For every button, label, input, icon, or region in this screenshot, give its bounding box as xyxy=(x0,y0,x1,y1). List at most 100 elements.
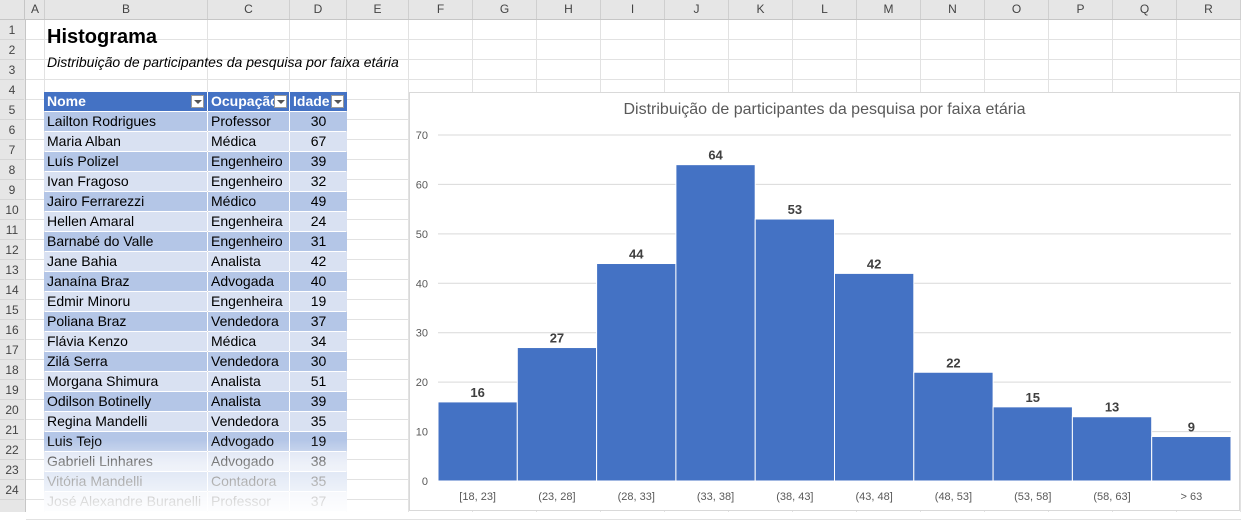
row-header-14[interactable]: 14 xyxy=(0,280,24,300)
header-ocupacao[interactable]: Ocupação xyxy=(207,92,289,111)
cell-idade[interactable]: 30 xyxy=(289,112,347,131)
table-row[interactable]: Lailton Rodrigues Professor 30 xyxy=(44,112,347,132)
table-row[interactable]: Jairo Ferrarezzi Médico 49 xyxy=(44,192,347,212)
cell-idade[interactable]: 30 xyxy=(289,352,347,371)
cell-nome[interactable]: Zilá Serra xyxy=(44,352,207,371)
row-header-24[interactable]: 24 xyxy=(0,480,24,500)
cell-idade[interactable]: 37 xyxy=(289,312,347,331)
cell-nome[interactable]: Janaína Braz xyxy=(44,272,207,291)
row-header-19[interactable]: 19 xyxy=(0,380,24,400)
row-header-4[interactable]: 4 xyxy=(0,80,24,100)
table-row[interactable]: Zilá Serra Vendedora 30 xyxy=(44,352,347,372)
table-row[interactable]: Barnabé do Valle Engenheiro 31 xyxy=(44,232,347,252)
table-row[interactable]: Luís Polizel Engenheiro 39 xyxy=(44,152,347,172)
cell-idade[interactable]: 40 xyxy=(289,272,347,291)
cell-ocupacao[interactable]: Engenheiro xyxy=(207,232,289,251)
row-header-10[interactable]: 10 xyxy=(0,200,24,220)
cell-idade[interactable]: 31 xyxy=(289,232,347,251)
column-header-h[interactable]: H xyxy=(537,0,601,19)
row-header-1[interactable]: 1 xyxy=(0,20,24,40)
cell-ocupacao[interactable]: Vendedora xyxy=(207,412,289,431)
cell-nome[interactable]: Flávia Kenzo xyxy=(44,332,207,351)
cell-ocupacao[interactable]: Vendedora xyxy=(207,312,289,331)
row-header-13[interactable]: 13 xyxy=(0,260,24,280)
table-row[interactable]: Morgana Shimura Analista 51 xyxy=(44,372,347,392)
table-row[interactable]: Maria Alban Médica 67 xyxy=(44,132,347,152)
cell-nome[interactable]: Barnabé do Valle xyxy=(44,232,207,251)
sheet-subtitle[interactable]: Distribuição de participantes da pesquis… xyxy=(47,54,399,70)
table-row[interactable]: Janaína Braz Advogada 40 xyxy=(44,272,347,292)
column-header-k[interactable]: K xyxy=(729,0,793,19)
filter-dropdown-icon[interactable] xyxy=(331,95,344,108)
cell-nome[interactable]: Jane Bahia xyxy=(44,252,207,271)
cell-nome[interactable]: Maria Alban xyxy=(44,132,207,151)
cell-ocupacao[interactable]: Professor xyxy=(207,112,289,131)
row-header-7[interactable]: 7 xyxy=(0,140,24,160)
column-header-m[interactable]: M xyxy=(857,0,921,19)
cell-nome[interactable]: Morgana Shimura xyxy=(44,372,207,391)
cell-ocupacao[interactable]: Analista xyxy=(207,252,289,271)
cell-ocupacao[interactable]: Médico xyxy=(207,192,289,211)
cell-nome[interactable]: Poliana Braz xyxy=(44,312,207,331)
column-header-i[interactable]: I xyxy=(601,0,665,19)
cell-nome[interactable]: Edmir Minoru xyxy=(44,292,207,311)
cell-nome[interactable]: Luís Polizel xyxy=(44,152,207,171)
cell-idade[interactable]: 39 xyxy=(289,152,347,171)
column-header-c[interactable]: C xyxy=(208,0,290,19)
cell-idade[interactable]: 35 xyxy=(289,412,347,431)
cell-nome[interactable]: Regina Mandelli xyxy=(44,412,207,431)
row-header-11[interactable]: 11 xyxy=(0,220,24,240)
cell-idade[interactable]: 42 xyxy=(289,252,347,271)
header-nome[interactable]: Nome xyxy=(44,92,207,111)
table-row[interactable]: Jane Bahia Analista 42 xyxy=(44,252,347,272)
column-header-e[interactable]: E xyxy=(347,0,409,19)
column-header-p[interactable]: P xyxy=(1049,0,1113,19)
cell-idade[interactable]: 24 xyxy=(289,212,347,231)
row-header-21[interactable]: 21 xyxy=(0,420,24,440)
cell-nome[interactable]: Odilson Botinelly xyxy=(44,392,207,411)
row-header-9[interactable]: 9 xyxy=(0,180,24,200)
column-header-l[interactable]: L xyxy=(793,0,857,19)
sheet-title[interactable]: Histograma xyxy=(47,26,158,48)
header-idade[interactable]: Idade xyxy=(289,92,347,111)
column-header-a[interactable]: A xyxy=(26,0,45,19)
row-header-12[interactable]: 12 xyxy=(0,240,24,260)
row-header-15[interactable]: 15 xyxy=(0,300,24,320)
row-header-3[interactable]: 3 xyxy=(0,60,24,80)
row-header-18[interactable]: 18 xyxy=(0,360,24,380)
row-header-6[interactable]: 6 xyxy=(0,120,24,140)
column-header-r[interactable]: R xyxy=(1177,0,1241,19)
cell-idade[interactable]: 49 xyxy=(289,192,347,211)
column-header-g[interactable]: G xyxy=(473,0,537,19)
cell-nome[interactable]: Hellen Amaral xyxy=(44,212,207,231)
row-header-17[interactable]: 17 xyxy=(0,340,24,360)
column-header-q[interactable]: Q xyxy=(1113,0,1177,19)
row-header-16[interactable]: 16 xyxy=(0,320,24,340)
cell-idade[interactable]: 32 xyxy=(289,172,347,191)
column-header-d[interactable]: D xyxy=(290,0,347,19)
cell-idade[interactable]: 19 xyxy=(289,292,347,311)
cell-ocupacao[interactable]: Engenheira xyxy=(207,212,289,231)
filter-dropdown-icon[interactable] xyxy=(274,95,287,108)
column-header-n[interactable]: N xyxy=(921,0,985,19)
filter-dropdown-icon[interactable] xyxy=(191,95,204,108)
cell-idade[interactable]: 51 xyxy=(289,372,347,391)
table-row[interactable]: Ivan Fragoso Engenheiro 32 xyxy=(44,172,347,192)
table-row[interactable]: Regina Mandelli Vendedora 35 xyxy=(44,412,347,432)
row-header-23[interactable]: 23 xyxy=(0,460,24,480)
select-all-corner[interactable] xyxy=(0,0,25,19)
column-header-b[interactable]: B xyxy=(45,0,208,19)
cell-idade[interactable]: 67 xyxy=(289,132,347,151)
row-header-20[interactable]: 20 xyxy=(0,400,24,420)
cell-ocupacao[interactable]: Analista xyxy=(207,372,289,391)
histogram-chart[interactable]: Distribuição de participantes da pesquis… xyxy=(409,92,1240,511)
column-header-f[interactable]: F xyxy=(409,0,473,19)
cell-idade[interactable]: 34 xyxy=(289,332,347,351)
cell-ocupacao[interactable]: Vendedora xyxy=(207,352,289,371)
row-header-22[interactable]: 22 xyxy=(0,440,24,460)
table-row[interactable]: Poliana Braz Vendedora 37 xyxy=(44,312,347,332)
cell-ocupacao[interactable]: Engenheiro xyxy=(207,172,289,191)
column-header-o[interactable]: O xyxy=(985,0,1049,19)
table-row[interactable]: Odilson Botinelly Analista 39 xyxy=(44,392,347,412)
cell-nome[interactable]: Ivan Fragoso xyxy=(44,172,207,191)
